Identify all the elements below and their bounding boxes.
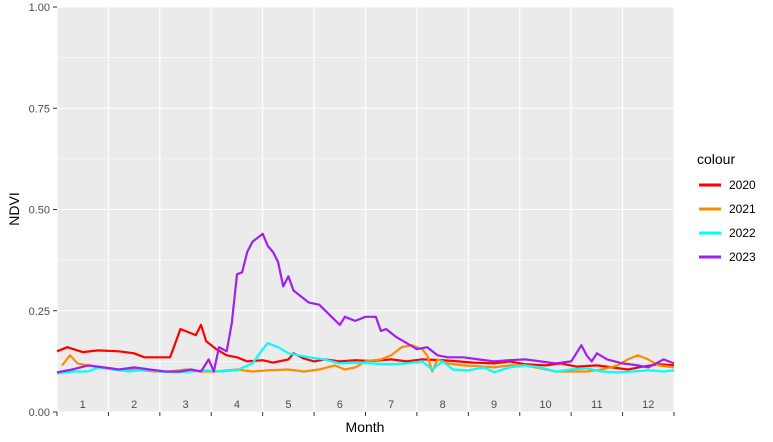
x-tick-label: 3: [182, 399, 188, 411]
y-tick-label: 0.50: [29, 205, 50, 217]
y-tick-label: 0.25: [29, 306, 50, 318]
x-tick-label: 10: [539, 399, 551, 411]
x-axis-title: Month: [346, 419, 385, 435]
legend-label-2021: 2021: [729, 202, 756, 216]
x-tick-label: 1: [80, 399, 86, 411]
series-lines: [56, 232, 675, 375]
legend: colour 2020 2021 2022 2023: [697, 151, 756, 264]
x-tick-label: 5: [285, 399, 291, 411]
y-axis-title: NDVI: [6, 192, 22, 225]
x-tick-label: 6: [337, 399, 343, 411]
legend-title: colour: [697, 151, 735, 167]
series-line-2023: [56, 232, 675, 374]
y-tick-label: 0.75: [29, 103, 50, 115]
legend-label-2022: 2022: [729, 226, 756, 240]
legend-label-2023: 2023: [729, 250, 756, 264]
y-tick-label: 1.00: [29, 2, 50, 14]
x-tick-label: 9: [491, 399, 497, 411]
y-tick-label: 0.00: [29, 407, 50, 419]
x-axis-ticks: 1 2 3 4 5 6 7 8 9 10 11 12: [56, 399, 675, 416]
legend-label-2020: 2020: [729, 178, 756, 192]
x-tick-label: 12: [642, 399, 654, 411]
x-tick-label: 11: [591, 399, 602, 411]
x-tick-label: 8: [440, 399, 446, 411]
x-tick-label: 2: [131, 399, 137, 411]
x-tick-label: 7: [388, 399, 394, 411]
x-tick-label: 4: [234, 399, 240, 411]
y-axis-ticks: 0.00 0.25 0.50 0.75 1.00: [29, 2, 57, 419]
